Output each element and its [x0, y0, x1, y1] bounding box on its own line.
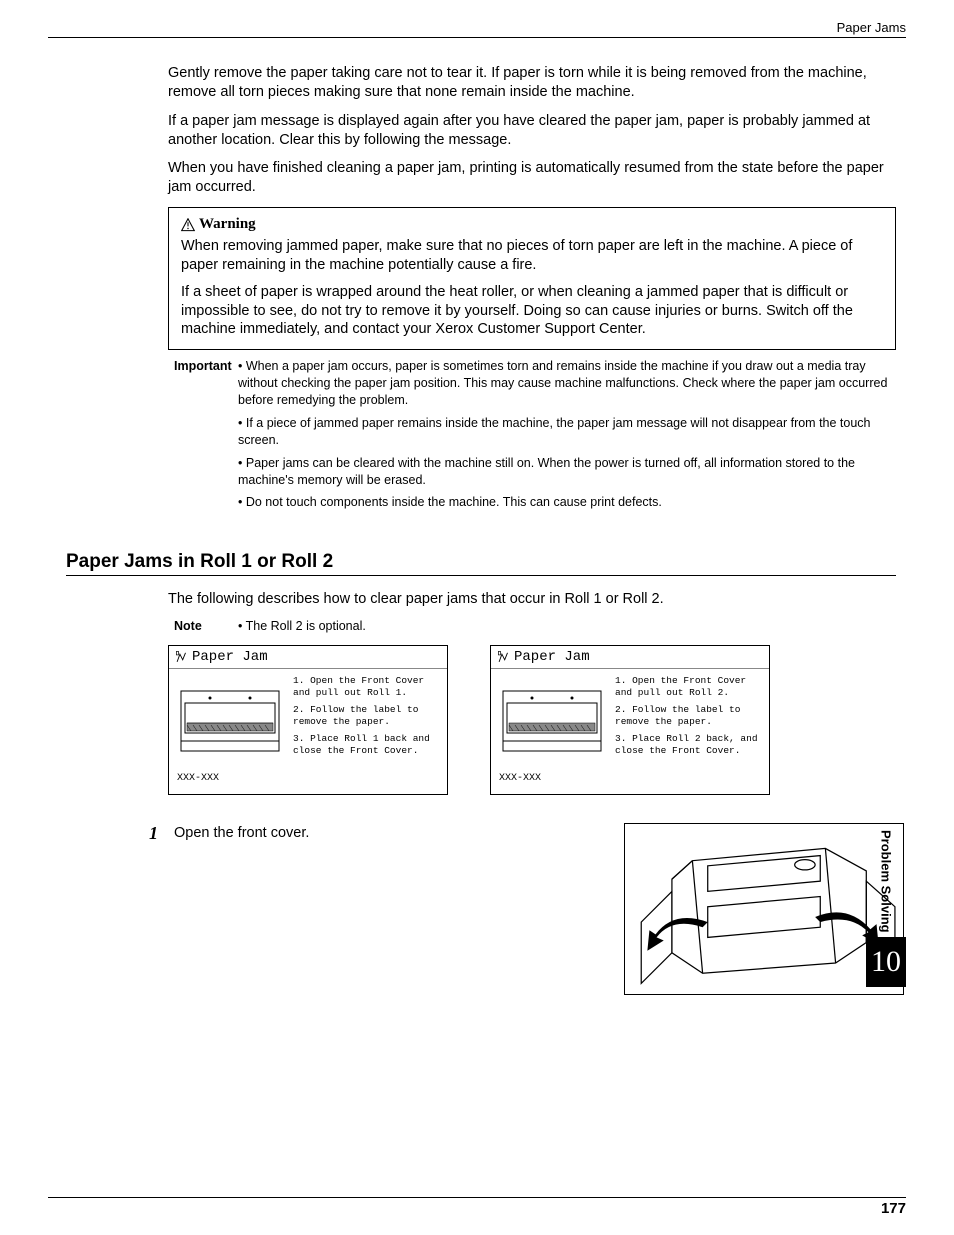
important-bullet-2: If a piece of jammed paper remains insid… [238, 415, 896, 449]
side-label: Problem Solving [879, 830, 894, 933]
note-label: Note [168, 619, 238, 633]
screen1-step2: 2. Follow the label to remove the paper. [293, 704, 441, 728]
printer-graphic-2 [497, 683, 607, 763]
page-header: Paper Jams [48, 20, 906, 38]
section2-body: The following describes how to clear pap… [48, 590, 906, 795]
warning-p2: If a sheet of paper is wrapped around th… [181, 283, 883, 340]
chapter-number: 10 [866, 937, 906, 987]
screen-title-text-2: Paper Jam [514, 649, 590, 665]
screen-steps-1: 1. Open the Front Cover and pull out Rol… [293, 675, 441, 771]
important-bullet-1: When a paper jam occurs, paper is someti… [238, 358, 896, 409]
important-bullets: When a paper jam occurs, paper is someti… [238, 358, 896, 517]
intro-p2: If a paper jam message is displayed agai… [168, 112, 896, 150]
screen1-step1: 1. Open the Front Cover and pull out Rol… [293, 675, 441, 699]
side-tab: Problem Solving 10 [866, 830, 906, 987]
screen-roll1: Paper Jam [168, 645, 448, 795]
screen-title-1: Paper Jam [169, 646, 447, 669]
screen-code-1: XXX-XXX [169, 773, 447, 787]
step-text: Open the front cover. [174, 823, 424, 995]
warning-label: Warning [199, 216, 256, 233]
warning-title: Warning [181, 216, 883, 233]
screen-title-text-1: Paper Jam [192, 649, 268, 665]
header-section: Paper Jams [837, 20, 906, 35]
screen2-step1: 1. Open the Front Cover and pull out Rol… [615, 675, 763, 699]
screen-steps-2: 1. Open the Front Cover and pull out Rol… [615, 675, 763, 771]
warning-icon [181, 218, 195, 232]
step-1-row: 1 Open the front cover. [48, 823, 906, 995]
screen1-step3: 3. Place Roll 1 back and close the Front… [293, 733, 441, 757]
page-footer: 177 [48, 1197, 906, 1217]
screen-code-2: XXX-XXX [491, 773, 769, 787]
jam-icon [497, 650, 511, 664]
step-figure [624, 823, 904, 995]
step-number: 1 [48, 823, 158, 995]
jam-icon [175, 650, 189, 664]
warning-p1: When removing jammed paper, make sure th… [181, 237, 883, 275]
intro-block: Gently remove the paper taking care not … [48, 64, 906, 517]
screen-title-2: Paper Jam [491, 646, 769, 669]
screen-body-1: 1. Open the Front Cover and pull out Rol… [169, 669, 447, 773]
section2-intro: The following describes how to clear pap… [168, 590, 896, 609]
intro-p3: When you have finished cleaning a paper … [168, 159, 896, 197]
section-heading: Paper Jams in Roll 1 or Roll 2 [66, 551, 896, 576]
important-block: Important When a paper jam occurs, paper… [168, 358, 896, 517]
important-label: Important [168, 358, 238, 517]
printer-graphic-1 [175, 683, 285, 763]
important-bullet-4: Do not touch components inside the machi… [238, 494, 896, 511]
note-text: The Roll 2 is optional. [238, 619, 366, 633]
note-row: Note The Roll 2 is optional. [168, 619, 896, 633]
screen-body-2: 1. Open the Front Cover and pull out Rol… [491, 669, 769, 773]
warning-box: Warning When removing jammed paper, make… [168, 207, 896, 350]
page-number: 177 [881, 1200, 906, 1217]
intro-p1: Gently remove the paper taking care not … [168, 64, 896, 102]
screen-panels: Paper Jam [168, 645, 896, 795]
screen2-step2: 2. Follow the label to remove the paper. [615, 704, 763, 728]
important-bullet-3: Paper jams can be cleared with the machi… [238, 455, 896, 489]
screen2-step3: 3. Place Roll 2 back, and close the Fron… [615, 733, 763, 757]
printer-open-graphic [631, 830, 897, 994]
screen-roll2: Paper Jam [490, 645, 770, 795]
